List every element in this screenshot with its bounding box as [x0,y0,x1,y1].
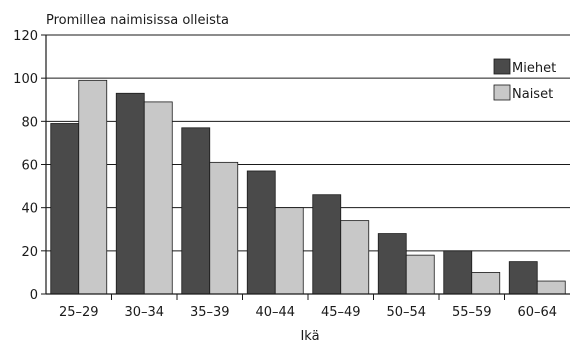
bar-naiset [340,220,370,295]
bar-naiset [209,161,239,295]
chart-title: Promillea naimisissa olleista [46,13,229,28]
x-tick-label: 45–49 [321,305,361,320]
y-tick-label: 100 [13,72,38,87]
x-tick-label: 40–44 [255,305,295,320]
bar-naiset [405,254,435,295]
x-tick-label: 25–29 [59,305,99,320]
bars [50,79,566,295]
legend-swatch [493,84,511,101]
legend-label: Naiset [512,87,553,102]
bar-miehet [115,92,145,295]
x-tick-label: 35–39 [190,305,230,320]
bar-miehet [50,123,80,295]
bar-miehet [443,250,473,295]
bar-miehet [312,194,342,295]
y-tick-label: 60 [21,159,38,174]
legend: Miehet Naiset [493,58,556,102]
y-tick-label: 120 [13,29,38,44]
y-tick-label: 80 [21,115,38,130]
bar-naiset [471,272,501,295]
x-tick-label: 55–59 [452,305,492,320]
legend-swatch [493,58,511,75]
y-tick-label: 20 [21,245,38,260]
bar-miehet [377,233,407,295]
y-axis-ticks: 0 20 40 60 80 100 120 [13,29,46,303]
bar-naiset [536,280,566,295]
bar-miehet [246,170,276,295]
bar-naiset [78,79,108,295]
bar-miehet [508,261,538,295]
y-tick-label: 40 [21,202,38,217]
x-tick-label: 30–34 [124,305,164,320]
x-tick-label: 50–54 [386,305,426,320]
x-tick-label: 60–64 [517,305,557,320]
bar-naiset [143,101,173,295]
legend-label: Miehet [512,61,556,76]
bar-naiset [274,207,304,295]
bar-miehet [181,127,211,295]
x-axis-label: Ikä [300,329,319,344]
x-axis-ticks: 25–29 30–34 35–39 40–44 45–49 50–54 55–59 60–64 [59,294,557,320]
axes [45,35,570,295]
y-tick-label: 0 [30,288,38,303]
